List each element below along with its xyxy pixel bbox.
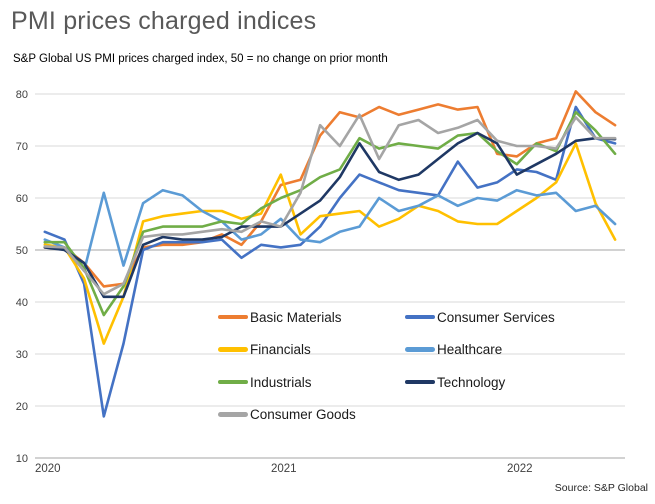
series-line-industrials [43,110,617,317]
x-tick-2021: 2021 [271,463,297,475]
chart-subtitle: S&P Global US PMI prices charged index, … [13,53,388,65]
source-note: Source: S&P Global [554,482,648,494]
series-line-consumer-services [43,105,617,418]
series-line-healthcare [43,188,617,273]
series-line-financials [43,142,617,345]
series-line-consumer-goods [43,113,617,296]
y-tick-30: 30 [16,349,28,361]
x-tick-2022: 2022 [507,463,533,475]
y-tick-70: 70 [16,141,28,153]
page-title: PMI prices charged indices [11,7,317,35]
y-tick-20: 20 [16,401,28,413]
y-tick-40: 40 [16,297,28,309]
y-tick-80: 80 [16,89,28,101]
x-tick-2020: 2020 [35,463,61,475]
y-tick-60: 60 [16,193,28,205]
series-line-technology [43,131,617,299]
y-tick-50: 50 [16,245,28,257]
y-tick-10: 10 [16,453,28,465]
